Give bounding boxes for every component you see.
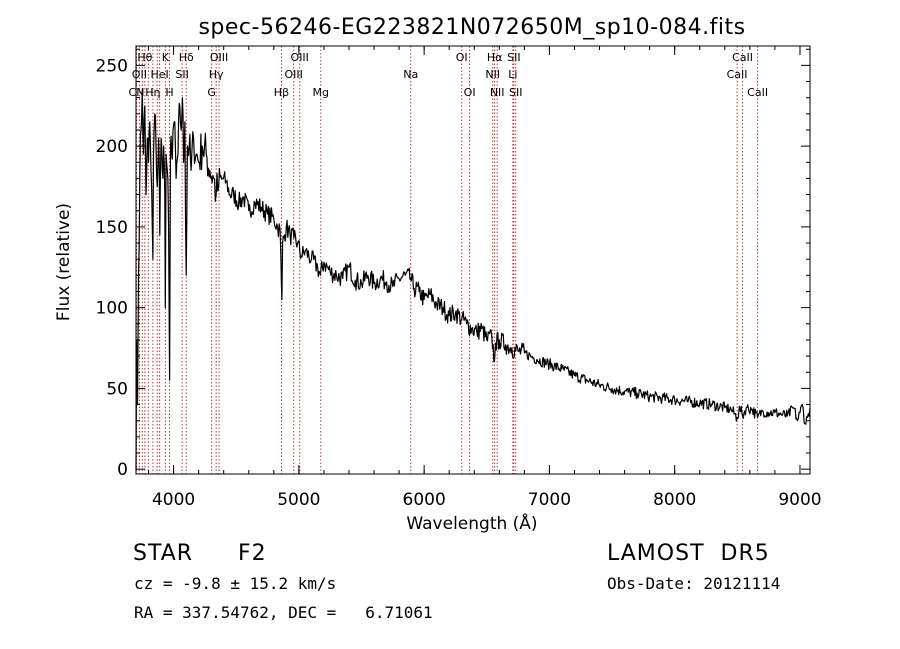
y-tick-label: 200 <box>96 137 128 157</box>
line-label: CaII <box>747 86 768 99</box>
line-label: OIII <box>285 68 303 81</box>
y-tick-label: 100 <box>96 299 128 319</box>
line-label: NII <box>490 86 505 99</box>
y-axis-label: Flux (relative) <box>54 203 74 321</box>
line-label: Li <box>508 68 517 81</box>
x-tick-label: 5000 <box>277 490 320 510</box>
line-label: Hδ <box>179 51 194 64</box>
y-axis-ticks: 0 50 100 150 200 250 <box>96 48 810 480</box>
line-label: SII <box>175 68 188 81</box>
line-label: OIII <box>210 51 228 64</box>
redshift-velocity: cz = -9.8 ± 15.2 km/s <box>134 574 337 593</box>
chart-title: spec-56246-EG223821N072650M_sp10-084.fit… <box>198 15 745 40</box>
observation-date: Obs-Date: 20121114 <box>607 574 781 593</box>
line-label: Hθ <box>137 51 152 64</box>
line-label: SII <box>507 51 520 64</box>
line-label: Hα <box>487 51 503 64</box>
line-label: OI <box>456 51 468 64</box>
object-class: STAR <box>133 541 194 566</box>
spectral-line-markers <box>136 46 759 474</box>
y-tick-label: 50 <box>106 379 128 399</box>
line-label: OII <box>132 68 147 81</box>
line-label: Mg <box>313 86 329 99</box>
x-tick-label: 4000 <box>152 490 195 510</box>
spectrum-series-line <box>135 89 811 470</box>
spectral-line-labels: CNOIIHθHηHeIKHSIIHδGHγOIIIHβOIIIOIIIMgNa… <box>129 51 769 99</box>
object-subclass: F2 <box>238 541 267 566</box>
line-label: OIII <box>291 51 309 64</box>
line-label: Na <box>403 68 418 81</box>
line-label: OI <box>464 86 476 99</box>
line-label: K <box>162 51 170 64</box>
line-label: H <box>165 86 173 99</box>
y-tick-label: 250 <box>96 56 128 76</box>
x-tick-label: 6000 <box>403 490 446 510</box>
line-label: G <box>207 86 216 99</box>
coordinates: RA = 337.54762, DEC = 6.71061 <box>134 603 433 622</box>
line-label: Hη <box>145 86 160 99</box>
line-label: CaII <box>732 51 753 64</box>
line-label: CaII <box>727 68 748 81</box>
x-axis-ticks: 4000 5000 6000 7000 8000 9000 <box>148 46 822 510</box>
y-tick-label: 150 <box>96 218 128 238</box>
line-label: HeI <box>151 68 169 81</box>
y-tick-label: 0 <box>117 460 128 480</box>
plot-frame <box>135 45 811 475</box>
line-label: Hγ <box>209 68 224 81</box>
line-label: NII <box>485 68 500 81</box>
survey-name: LAMOST DR5 <box>607 541 770 566</box>
x-tick-label: 8000 <box>653 490 696 510</box>
x-axis-label: Wavelength (Å) <box>406 512 537 534</box>
x-tick-label: 7000 <box>528 490 571 510</box>
line-label: CN <box>129 86 145 99</box>
x-tick-label: 9000 <box>778 490 821 510</box>
line-label: Hβ <box>274 86 289 99</box>
line-label: SII <box>509 86 522 99</box>
